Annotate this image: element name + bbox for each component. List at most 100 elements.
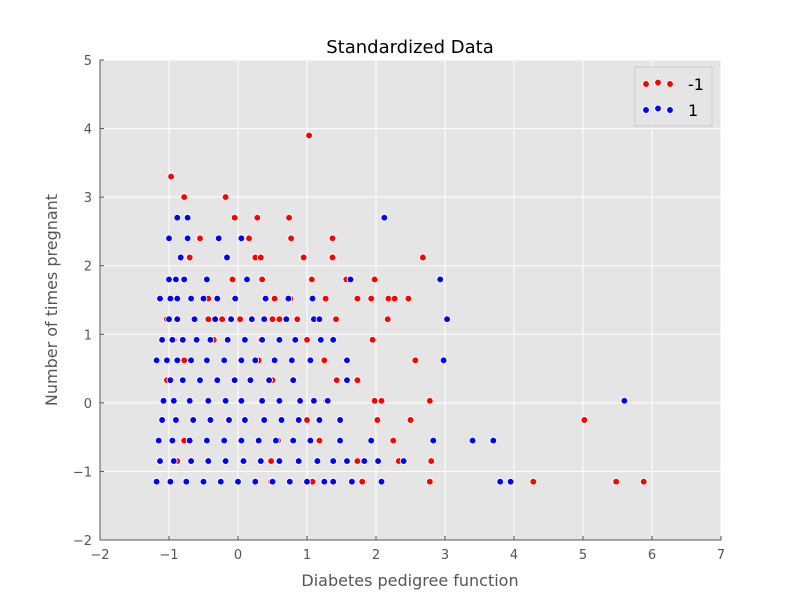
data-point-pos: [173, 315, 182, 324]
data-point-pos: [199, 294, 208, 303]
data-point-pos: [275, 335, 284, 344]
data-point-pos: [374, 457, 382, 465]
y-tick-label: 2: [84, 260, 92, 275]
data-point-pos: [237, 234, 246, 243]
data-point-pos: [343, 457, 351, 465]
y-tick-label: −2: [73, 534, 92, 549]
data-point-pos: [165, 275, 173, 284]
data-point-pos: [182, 477, 191, 486]
data-point-pos: [203, 275, 211, 284]
data-point-pos: [168, 436, 177, 445]
data-point-pos: [176, 253, 185, 262]
data-point-pos: [329, 457, 338, 465]
data-point-pos: [436, 275, 445, 284]
data-point-neg: [321, 294, 330, 303]
data-point-neg: [167, 172, 175, 181]
data-point-pos: [163, 356, 171, 365]
data-point-pos: [496, 477, 505, 486]
data-point-pos: [206, 335, 215, 344]
x-tick-label: 0: [234, 548, 242, 563]
x-tick-label: −2: [90, 548, 109, 563]
data-point-pos: [192, 335, 201, 344]
data-point-neg: [270, 294, 279, 303]
data-point-pos: [289, 376, 298, 385]
legend-label-pos: 1: [688, 101, 698, 120]
data-point-pos: [399, 457, 408, 465]
data-point-pos: [172, 275, 180, 284]
data-point-pos: [185, 436, 194, 445]
data-point-neg: [299, 253, 308, 262]
data-point-neg: [236, 315, 244, 324]
data-point-neg: [287, 234, 295, 243]
y-tick-label: 4: [84, 123, 92, 138]
data-point-neg: [368, 335, 377, 344]
data-point-pos: [165, 234, 173, 243]
data-point-pos: [203, 436, 211, 445]
data-point-pos: [313, 457, 322, 465]
data-point-pos: [203, 356, 211, 365]
legend: -1 1: [634, 66, 713, 127]
data-point-pos: [180, 275, 189, 284]
data-point-pos: [214, 234, 223, 243]
data-point-pos: [294, 457, 303, 465]
data-point-pos: [343, 356, 351, 365]
data-point-pos: [206, 416, 215, 424]
data-point-pos: [439, 356, 448, 365]
data-point-neg: [404, 294, 413, 303]
data-point-pos: [329, 335, 338, 344]
data-point-pos: [211, 315, 220, 324]
data-point-pos: [268, 477, 277, 486]
data-point-pos: [169, 396, 178, 405]
legend-items: [642, 78, 674, 114]
data-point-pos: [158, 416, 166, 424]
data-points: [152, 131, 648, 486]
data-point-neg: [204, 315, 213, 324]
data-point-pos: [187, 356, 195, 365]
y-axis-label: Number of times pregnant: [42, 194, 61, 406]
data-point-pos: [261, 294, 270, 303]
x-tick-label: 6: [648, 548, 656, 563]
data-point-pos: [265, 376, 273, 385]
data-point-pos: [190, 315, 199, 324]
legend-marker-pos: [642, 106, 650, 114]
data-point-neg: [256, 253, 265, 262]
data-point-pos: [173, 213, 182, 222]
data-point-neg: [303, 335, 311, 344]
data-point-pos: [227, 315, 235, 324]
data-point-neg: [427, 457, 436, 465]
data-point-neg: [639, 477, 648, 486]
data-point-pos: [315, 416, 324, 424]
data-point-pos: [277, 416, 286, 424]
data-point-pos: [204, 457, 213, 465]
data-point-pos: [173, 356, 182, 365]
data-point-pos: [287, 356, 296, 365]
data-point-pos: [223, 253, 231, 262]
data-point-neg: [328, 253, 337, 262]
data-point-neg: [612, 477, 620, 486]
data-point-pos: [183, 213, 192, 222]
data-point-pos: [243, 275, 251, 284]
data-point-pos: [152, 356, 161, 365]
data-point-neg: [267, 457, 275, 465]
data-point-neg: [373, 416, 382, 424]
data-point-neg: [293, 315, 302, 324]
data-point-pos: [506, 477, 515, 486]
data-point-pos: [294, 416, 303, 424]
data-point-neg: [377, 396, 386, 405]
data-point-pos: [166, 294, 175, 303]
data-point-pos: [282, 315, 291, 324]
axis-frame: [99, 60, 721, 541]
data-point-pos: [620, 396, 629, 405]
data-point-pos: [251, 356, 260, 365]
data-point-neg: [180, 356, 189, 365]
data-point-neg: [185, 253, 194, 262]
data-point-pos: [315, 315, 324, 324]
data-point-neg: [383, 315, 392, 324]
data-point-pos: [165, 315, 173, 324]
data-point-pos: [348, 477, 356, 486]
data-point-pos: [251, 477, 260, 486]
data-point-pos: [270, 356, 279, 365]
data-point-pos: [336, 416, 344, 424]
x-tick-label: 5: [579, 548, 587, 563]
data-point-neg: [315, 436, 324, 445]
